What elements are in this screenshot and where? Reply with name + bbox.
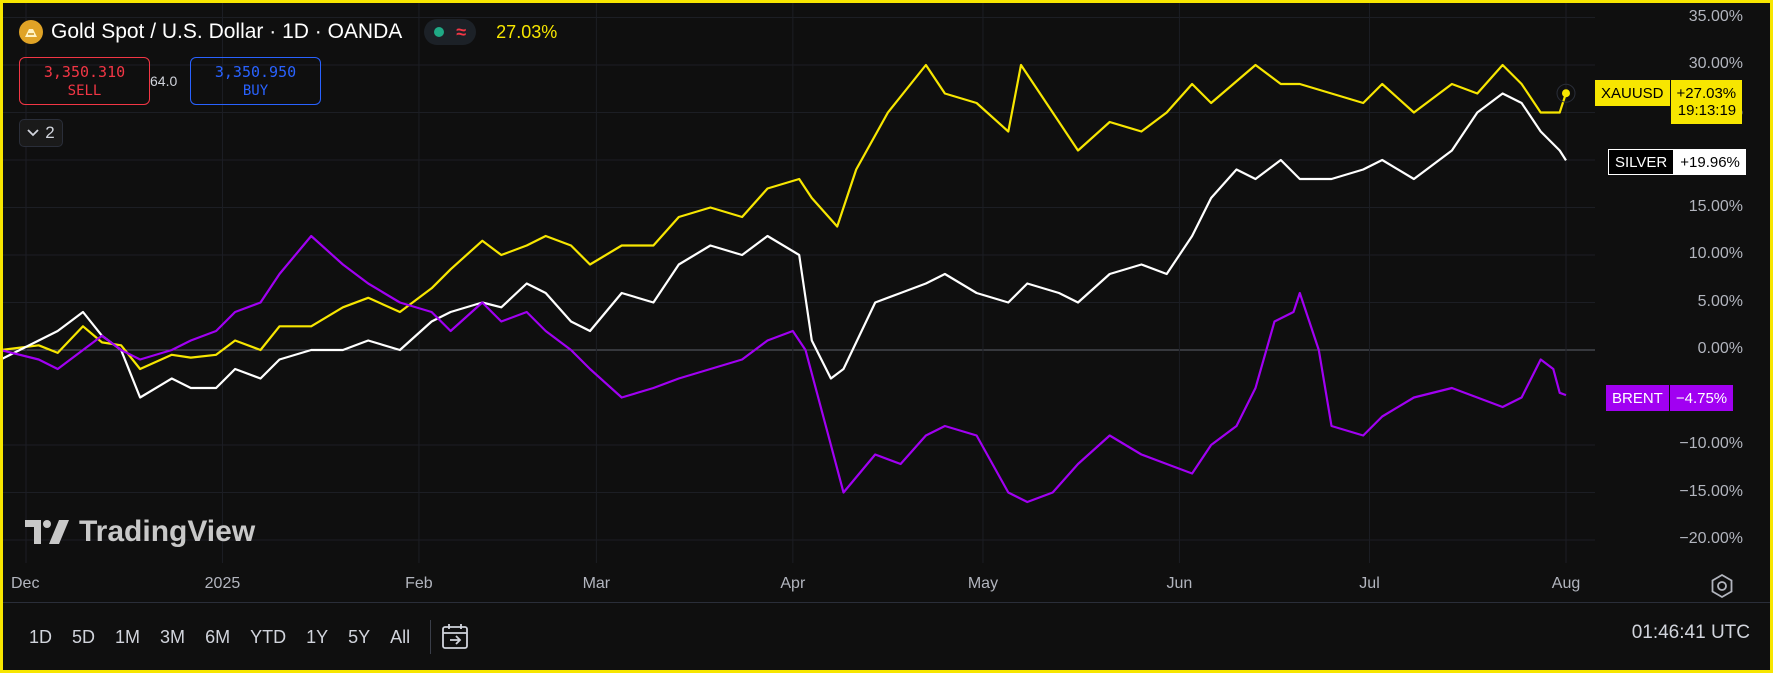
y-tick-label: −15.00% [1679,482,1743,500]
x-tick-label: Jun [1166,575,1193,592]
silver-tag-value: +19.96% [1674,149,1746,175]
utc-clock[interactable]: 01:46:41 UTC [1631,622,1750,643]
sell-label: SELL [67,83,102,99]
xauusd-tag-value-box: +27.03% 19:13:19 [1669,80,1743,124]
x-tick-label: May [967,575,999,592]
bottom-toolbar-divider [3,602,1770,603]
y-tick-label: 5.00% [1697,292,1743,310]
x-tick-label: Mar [582,575,611,592]
x-tick-label: Apr [780,575,806,592]
xauusd-last-point[interactable] [1562,89,1570,98]
y-tick-label: −20.00% [1679,530,1743,547]
sell-price: 3,350.310 [43,63,126,81]
timeframe-6m[interactable]: 6M [205,626,231,647]
watermark-text: TradingView [79,515,256,548]
timeframe-1m[interactable]: 1M [115,626,141,647]
timeframe-all[interactable]: All [390,626,411,647]
symbol-title[interactable]: Gold Spot / U.S. Dollar · 1D · OANDA [51,20,403,43]
series-line-brent[interactable] [3,234,1567,504]
brent-tag-name: BRENT [1606,385,1669,411]
xauusd-tag-name: XAUUSD [1595,80,1670,106]
silver-price-tag[interactable]: SILVER +19.96% [1608,149,1746,175]
symbol-change-percent: 27.03% [496,21,558,42]
y-tick-label: 0.00% [1697,340,1743,357]
timeframe-3m[interactable]: 3M [160,626,186,647]
sell-button[interactable]: 3,350.310 SELL [19,57,150,105]
indicators-count: 2 [45,123,55,142]
x-tick-label: Feb [405,575,433,592]
market-status-pill[interactable]: ≈ [424,19,477,45]
timeframe-5y[interactable]: 5Y [348,626,371,647]
settings-gear-icon[interactable] [1709,573,1735,599]
series-line-xauusd[interactable] [3,63,1568,371]
xauusd-tag-value: +27.03% [1676,85,1737,102]
toolbar-divider [430,620,432,654]
xauusd-price-tag[interactable]: XAUUSD +27.03% 19:13:19 [1595,80,1743,124]
x-tick-label: Aug [1551,575,1581,592]
timeframe-1y[interactable]: 1Y [306,626,329,647]
brent-price-tag[interactable]: BRENT −4.75% [1606,385,1734,411]
x-tick-label: Jul [1359,575,1380,592]
chart-canvas[interactable] [3,3,1770,670]
x-tick-label: Dec [11,575,40,592]
bar-countdown: 19:13:19 [1677,102,1737,119]
y-tick-label: 10.00% [1688,245,1743,262]
y-tick-label: −10.00% [1679,435,1743,452]
spread-value: 64.0 [150,73,178,89]
buy-label: BUY [242,83,269,99]
tradingview-logo-icon [25,520,69,544]
gold-logo-icon [19,20,43,44]
data-delay-icon: ≈ [456,22,467,42]
series-line-silver[interactable] [3,92,1567,399]
y-tick-label: 30.00% [1688,55,1743,72]
buy-price: 3,350.950 [214,63,297,81]
indicators-toggle-button[interactable]: 2 [19,119,63,147]
chevron-down-icon [27,129,39,137]
buy-button[interactable]: 3,350.950 BUY [190,57,321,105]
timeframe-toolbar: 1D 5D 1M 3M 6M YTD 1Y 5Y All [19,620,471,654]
silver-tag-name: SILVER [1608,149,1675,175]
brent-tag-value: −4.75% [1668,385,1734,411]
tradingview-watermark[interactable]: TradingView [25,515,255,549]
y-tick-label: 35.00% [1688,7,1743,25]
x-tick-label: 2025 [204,575,241,592]
timeframe-ytd[interactable]: YTD [250,626,287,647]
symbol-header: Gold Spot / U.S. Dollar · 1D · OANDA ≈ 2… [19,17,557,47]
y-tick-label: 15.00% [1688,197,1743,215]
date-range-calendar-icon[interactable] [441,623,471,651]
timeframe-5d[interactable]: 5D [72,626,96,647]
timeframe-1d[interactable]: 1D [29,626,53,647]
xauusd-last-point-ring [1556,83,1576,103]
market-open-dot-icon [434,27,445,37]
